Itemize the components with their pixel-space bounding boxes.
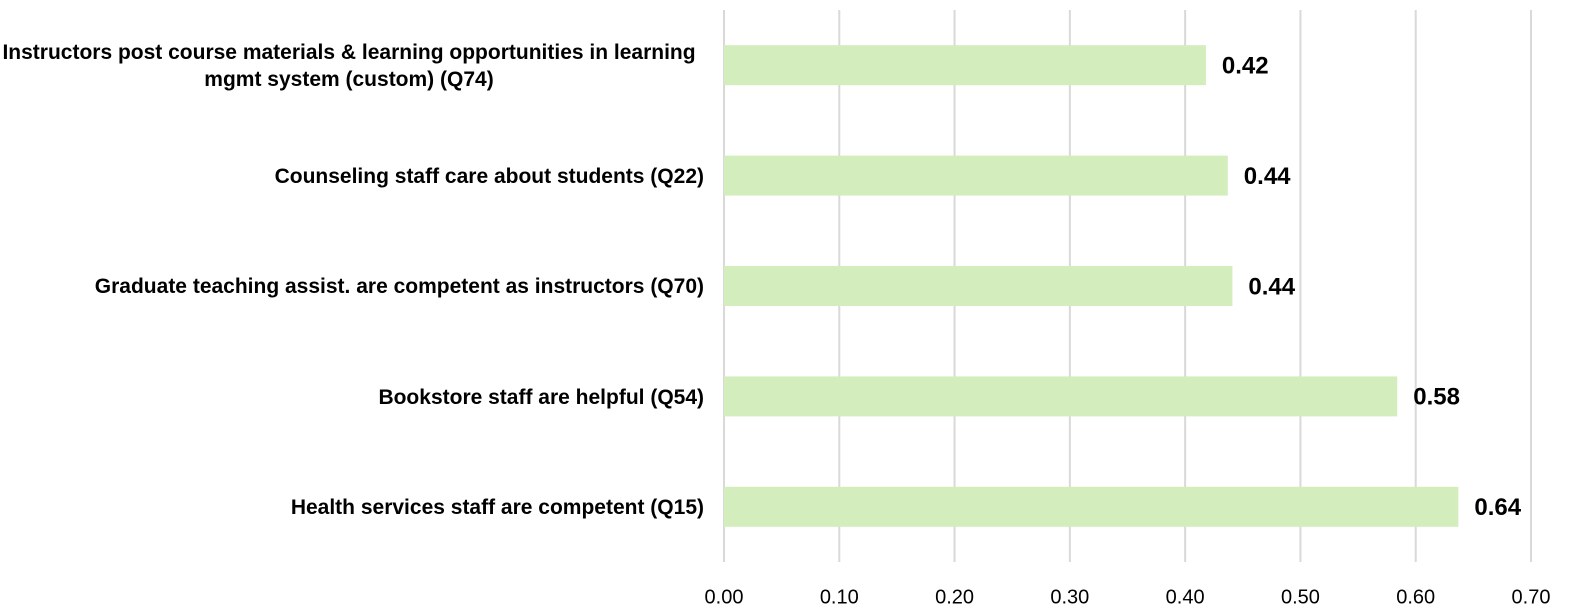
category-label-box: Health services staff are competent (Q15… xyxy=(0,452,704,564)
bar xyxy=(724,376,1398,417)
bar xyxy=(724,486,1459,527)
y-tick-label: Bookstore staff are helpful (Q54) xyxy=(378,385,704,409)
x-tick-label: 0.70 xyxy=(1512,586,1551,608)
data-label: 0.58 xyxy=(1413,384,1460,411)
category-label-box: Bookstore staff are helpful (Q54) xyxy=(0,341,704,453)
x-tick-label: 0.20 xyxy=(935,586,974,608)
x-tick-label: 0.40 xyxy=(1166,586,1205,608)
data-label: 0.64 xyxy=(1474,494,1521,521)
bar xyxy=(724,45,1206,86)
data-label: 0.44 xyxy=(1244,163,1291,190)
category-label-box: Counseling staff care about students (Q2… xyxy=(0,120,704,232)
x-tick-label: 0.00 xyxy=(705,586,744,608)
bar xyxy=(724,155,1228,196)
category-label-box: Graduate teaching assist. are competent … xyxy=(0,231,704,343)
y-tick-label: Health services staff are competent (Q15… xyxy=(290,496,704,520)
x-tick-label: 0.60 xyxy=(1396,586,1435,608)
bar xyxy=(724,266,1233,306)
y-tick-label: Instructors post course materials & lear… xyxy=(2,41,696,91)
x-tick-label: 0.50 xyxy=(1281,586,1320,608)
y-tick-label: Counseling staff care about students (Q2… xyxy=(274,164,704,188)
x-tick-label: 0.30 xyxy=(1050,586,1089,608)
category-label-box: Instructors post course materials & lear… xyxy=(0,10,704,122)
data-label: 0.44 xyxy=(1248,273,1295,300)
data-label: 0.42 xyxy=(1222,53,1269,80)
y-tick-label: Graduate teaching assist. are competent … xyxy=(94,275,704,299)
x-tick-label: 0.10 xyxy=(820,586,859,608)
